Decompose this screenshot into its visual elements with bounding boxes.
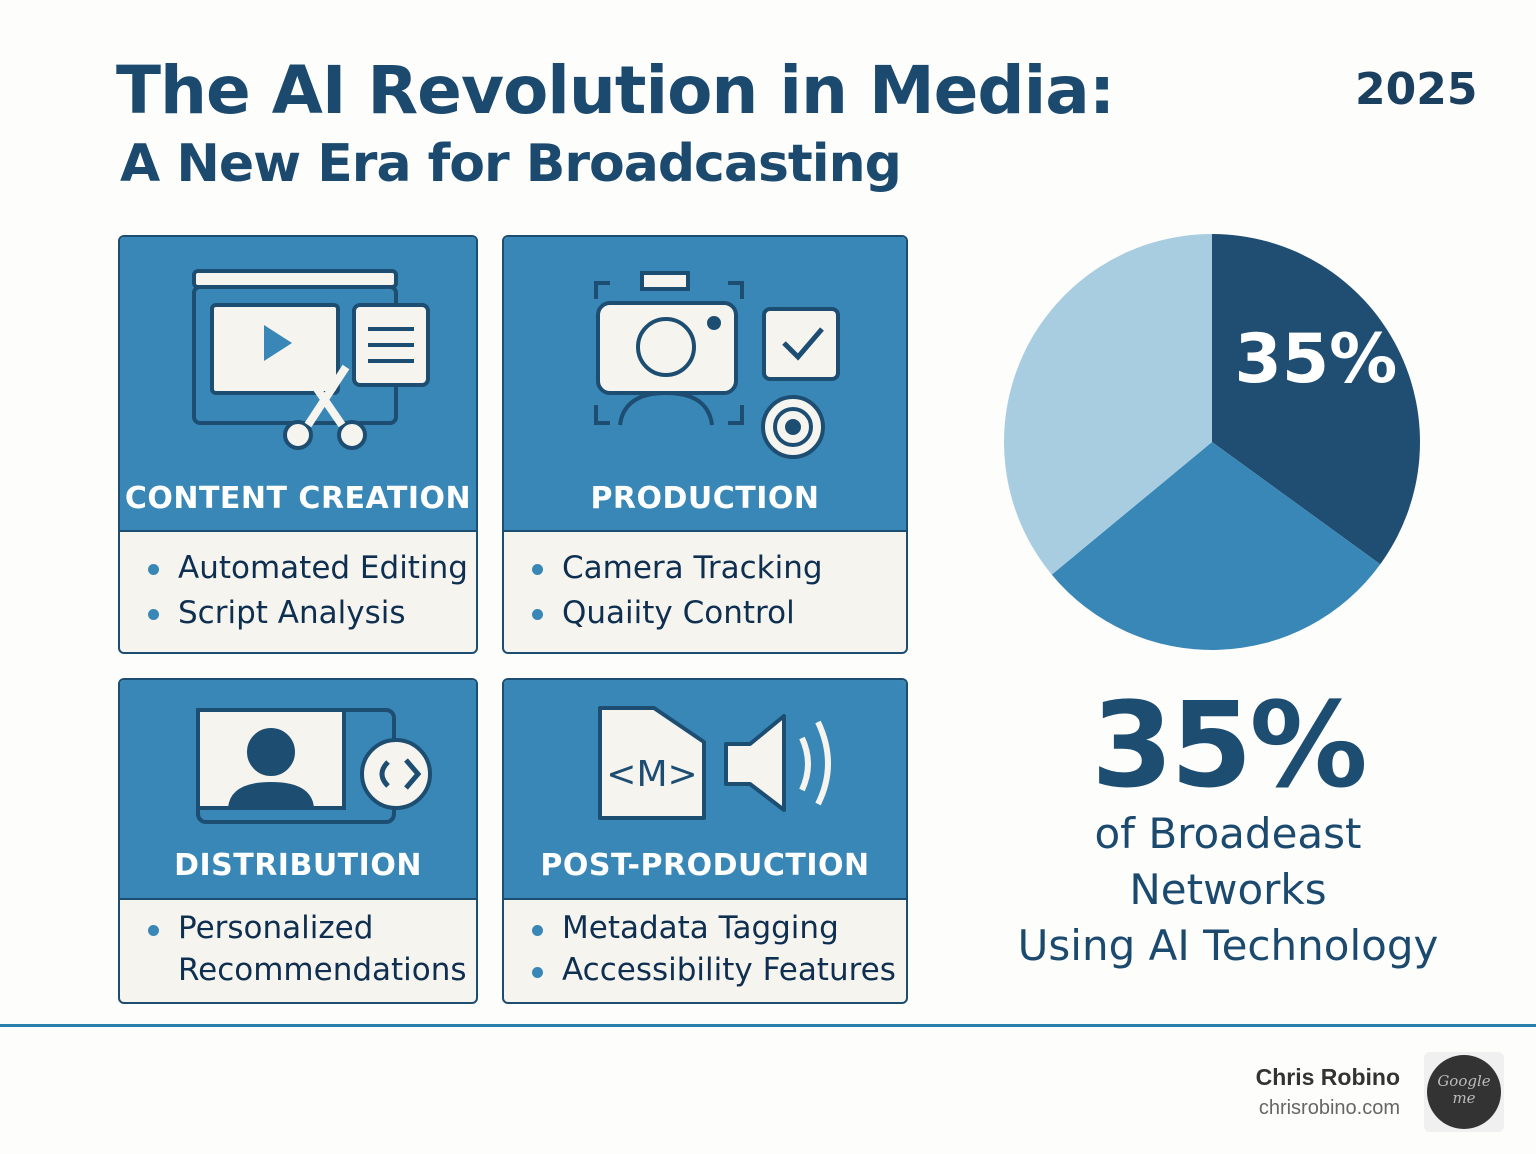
stat-caption-line1: of Broadeast Networks — [1094, 809, 1362, 914]
pie-chart: 35% — [1003, 234, 1420, 650]
author-name: Chris Robino — [1255, 1064, 1400, 1090]
pie-slice — [1212, 234, 1420, 565]
video-edit-scissors-icon — [192, 269, 430, 450]
card-label: DISTRIBUTION — [174, 848, 422, 883]
svg-text:<M>: <M> — [606, 754, 697, 795]
list-item: Automated Editing — [146, 546, 468, 591]
year-label: 2025 — [1355, 64, 1478, 115]
list-item: Personalized Recommendations — [146, 907, 467, 991]
metadata-speaker-icon: <M> — [598, 706, 831, 820]
avatar-logo: Google me — [1427, 1055, 1501, 1129]
stat-caption-line2: Using AI Technology — [1017, 921, 1439, 970]
card-label: POST-PRODUCTION — [540, 848, 870, 883]
stat-value: 35% — [1091, 676, 1367, 814]
pie-slice — [1003, 234, 1212, 575]
list-item: Script Analysis — [146, 591, 468, 636]
stat-caption: of Broadeast Networks Using AI Technolog… — [990, 806, 1466, 974]
feature-list: Metadata Tagging Accessibility Features — [530, 907, 896, 991]
card-post-production: <M> POST-PRODUCTION Metadata Tagging Acc… — [502, 678, 908, 1004]
card-label: PRODUCTION — [590, 481, 820, 516]
pie-data-label: 35% — [1235, 320, 1398, 399]
list-item: Metadata Tagging — [530, 907, 896, 949]
list-item: Camera Tracking — [530, 546, 823, 591]
card-content-creation: CONTENT CREATION Automated Editing Scrip… — [118, 235, 478, 654]
page-title: The AI Revolution in Media: — [116, 52, 1115, 129]
page-subtitle: A New Era for Broadcasting — [120, 134, 902, 194]
list-item: Quaiity Control — [530, 591, 823, 636]
camera-checkbox-target-icon — [594, 271, 840, 459]
author-url[interactable]: chrisrobino.com — [1258, 1097, 1400, 1119]
pie-slice — [1051, 442, 1381, 650]
card-production: PRODUCTION Camera Tracking Quaiity Contr… — [502, 235, 908, 654]
footer-divider — [0, 1024, 1536, 1027]
feature-list: Personalized Recommendations — [146, 907, 467, 991]
card-label: CONTENT CREATION — [124, 481, 472, 516]
author-block: Chris Robino chrisrobino.com — [1256, 1064, 1400, 1120]
card-distribution: DISTRIBUTION Personalized Recommendation… — [118, 678, 478, 1004]
list-item: Accessibility Features — [530, 949, 896, 991]
screen-user-share-icon — [196, 708, 432, 824]
feature-list: Camera Tracking Quaiity Control — [530, 546, 823, 636]
feature-list: Automated Editing Script Analysis — [146, 546, 468, 636]
avatar: Google me — [1424, 1052, 1504, 1132]
